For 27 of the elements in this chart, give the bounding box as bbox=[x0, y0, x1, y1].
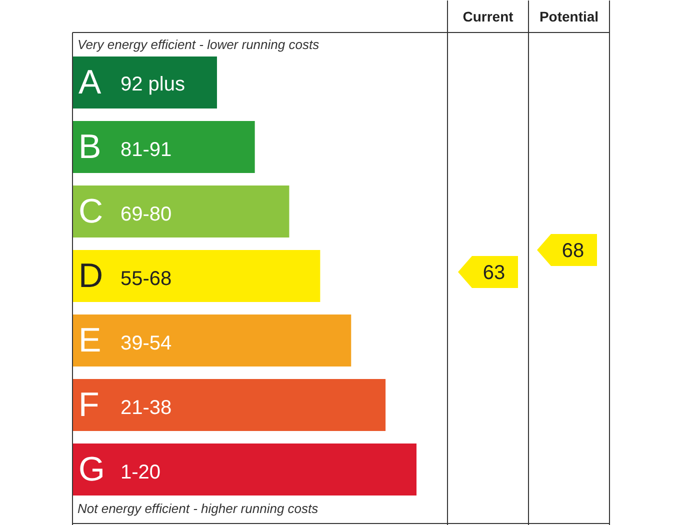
legend-title: Current bbox=[462, 8, 514, 24]
y-tick-label: E bbox=[78, 322, 102, 360]
annotation: 81-91 bbox=[120, 139, 172, 161]
bar bbox=[72, 379, 386, 431]
annotation: Not energy efficient - higher running costs bbox=[78, 501, 319, 516]
y-tick-label: G bbox=[78, 450, 105, 488]
text: 68 bbox=[562, 240, 584, 262]
annotation: 55-68 bbox=[120, 268, 172, 290]
annotation: 92 plus bbox=[120, 74, 185, 96]
text: 63 bbox=[482, 262, 506, 284]
annotation: 69-80 bbox=[120, 204, 172, 226]
bar bbox=[72, 121, 255, 173]
text: Potential bbox=[539, 8, 599, 24]
bar bbox=[72, 56, 217, 108]
y-tick-label: B bbox=[78, 128, 102, 166]
y-tick-label: C bbox=[78, 192, 104, 230]
annotation: 1-20 bbox=[120, 462, 161, 484]
bar bbox=[72, 314, 352, 366]
y-tick-label: F bbox=[78, 386, 100, 424]
y-tick-label: A bbox=[78, 64, 102, 102]
bar bbox=[72, 250, 320, 302]
annotation: 39-54 bbox=[120, 332, 172, 354]
annotation: Very energy efficient - lower running costs bbox=[78, 37, 320, 52]
bar bbox=[72, 186, 290, 238]
annotation: 21-38 bbox=[120, 397, 172, 419]
bar bbox=[72, 444, 416, 496]
y-tick-label: D bbox=[78, 257, 104, 295]
